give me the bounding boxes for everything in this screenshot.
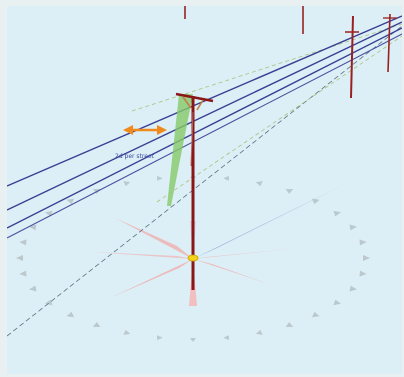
compass-tick [44,299,53,306]
compass-tick [359,239,367,246]
compass-tick [349,285,357,292]
pole-base-marker[interactable] [187,254,199,262]
compass-tick [92,322,101,327]
compass-tick [333,210,342,217]
conductor-wire[interactable] [7,15,402,187]
compass-tick [223,335,229,341]
scene-background [7,6,402,374]
compass-tick [16,255,23,261]
compass-tick [285,189,294,194]
compass-tick [19,239,27,246]
main-utility-pole[interactable] [175,92,214,290]
arrow-right-icon [157,125,167,135]
conductor-wire[interactable] [7,33,402,239]
power-line-wires[interactable] [7,15,402,239]
conductor-wire[interactable] [7,21,402,211]
guide-lines [7,23,402,337]
compass-tick [157,335,163,341]
guide-line [7,25,402,337]
compass-tick [223,175,229,181]
arrow-left-icon [123,125,133,135]
guide-line [156,35,402,203]
distant-poles[interactable] [184,6,397,99]
compass-tick [333,299,342,306]
conductor-wire[interactable] [7,27,402,229]
pole-brace [190,111,194,167]
insulator [196,99,204,111]
compass-pointer-southeast [193,259,269,284]
3d-scene-canvas[interactable]: 2d per street [7,6,402,374]
scene-svg: 2d per street [7,6,402,374]
compass-tick [66,311,75,318]
compass-pointer-northeast [193,184,345,259]
compass-tick [190,338,196,342]
compass-tick [29,224,37,231]
compass-tick [123,329,131,335]
guide-line [131,23,402,112]
compass-tick [29,285,37,292]
arrow-annotation[interactable] [123,125,167,135]
compass-tick [255,329,263,335]
compass-tick [66,198,75,205]
compass-tick [359,270,367,277]
compass-tick [311,198,320,205]
distant-pole[interactable] [387,13,391,73]
compass-pointer-northwest [115,218,193,259]
guy-wire[interactable] [167,94,193,206]
compass-tick [123,181,131,187]
insulator [182,96,192,109]
distant-pole[interactable] [350,15,354,99]
compass-tick [285,322,294,327]
compass-pointer-southwest [110,259,193,298]
compass-tick [19,270,27,277]
compass-tick [349,224,357,231]
compass-tick [311,311,320,318]
compass-pointer-east [193,248,301,259]
compass-tick [363,255,370,261]
pole-crossarm[interactable] [175,92,214,103]
compass-pointer-west [93,252,193,259]
compass-tick [157,175,163,181]
scene-annotation-label: 2d per street [115,153,155,160]
compass-tick [255,181,263,187]
